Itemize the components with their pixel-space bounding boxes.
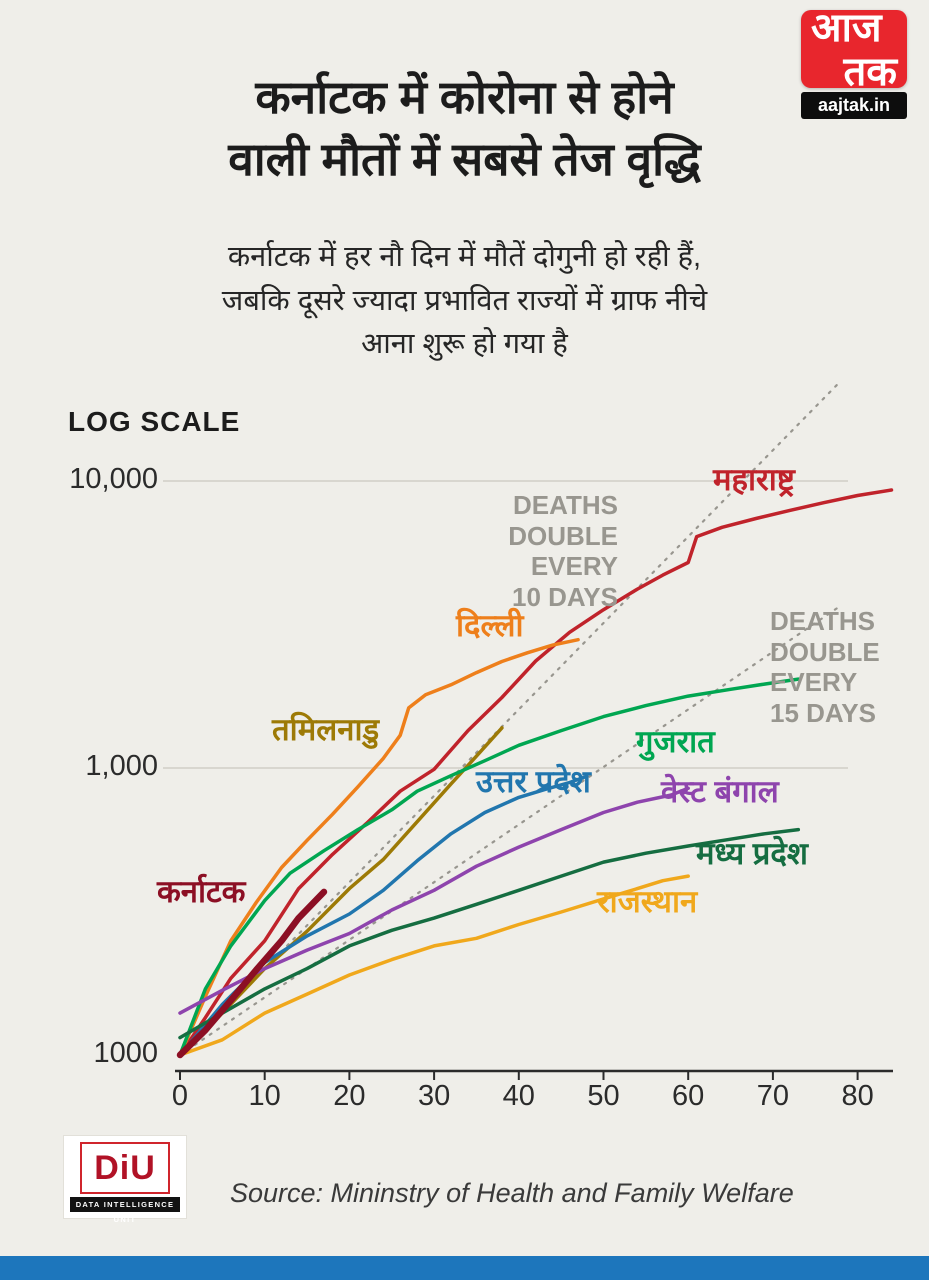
aajtak-logo-text-top: आज [811, 6, 882, 50]
diu-logo-text: DiU [80, 1142, 170, 1194]
aajtak-site-badge: aajtak.in [801, 92, 907, 119]
page-subtitle: कर्नाटक में हर नौ दिन में मौतें दोगुनी ह… [221, 241, 708, 360]
log-scale-label: LOG SCALE [68, 406, 241, 437]
aajtak-logo-mark: आज तक [801, 6, 907, 94]
aajtak-logo: आज तक aajtak.in [801, 6, 907, 119]
bottom-accent-bar [0, 1256, 929, 1280]
source-text: Source: Mininstry of Health and Family W… [230, 1178, 794, 1208]
diu-logo-subtitle: DATA INTELLIGENCE UNIT [70, 1197, 180, 1224]
aajtak-logo-text-bottom: तक [843, 50, 897, 94]
page-title: कर्नाटक में कोरोना से होने वाली मौतों मे… [228, 71, 701, 186]
diu-logo: DiU DATA INTELLIGENCE UNIT [64, 1136, 186, 1224]
